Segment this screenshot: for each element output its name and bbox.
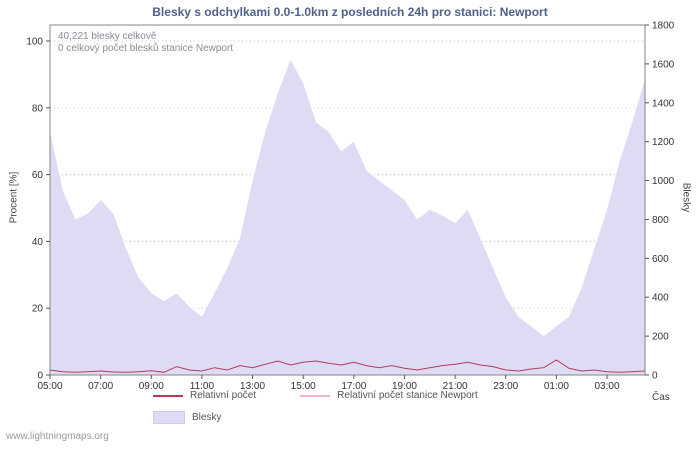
watermark: www.lightningmaps.org bbox=[6, 431, 109, 442]
svg-text:800: 800 bbox=[652, 215, 669, 226]
svg-text:07:00: 07:00 bbox=[88, 381, 113, 392]
svg-text:19:00: 19:00 bbox=[392, 381, 417, 392]
svg-text:0: 0 bbox=[652, 371, 658, 382]
svg-text:09:00: 09:00 bbox=[139, 381, 164, 392]
svg-text:1600: 1600 bbox=[652, 59, 675, 70]
svg-text:05:00: 05:00 bbox=[37, 381, 62, 392]
legend-row-lines: Relativní počet Relativní počet stanice … bbox=[153, 390, 522, 401]
svg-text:13:00: 13:00 bbox=[240, 381, 265, 392]
annotation-station-total: 0 celkový počet blesků stanice Newport bbox=[58, 43, 234, 54]
legend-item-relative-count-station: Relativní počet stanice Newport bbox=[300, 390, 478, 401]
legend-item-relative-count: Relativní počet bbox=[153, 390, 256, 401]
svg-text:400: 400 bbox=[652, 293, 669, 304]
svg-text:60: 60 bbox=[32, 170, 44, 181]
legend-item-strikes: Blesky bbox=[153, 411, 221, 424]
svg-text:80: 80 bbox=[32, 103, 44, 114]
svg-text:17:00: 17:00 bbox=[341, 381, 366, 392]
svg-text:20: 20 bbox=[32, 304, 44, 315]
svg-text:21:00: 21:00 bbox=[443, 381, 468, 392]
svg-text:01:00: 01:00 bbox=[544, 381, 569, 392]
svg-text:200: 200 bbox=[652, 332, 669, 343]
svg-text:100: 100 bbox=[26, 37, 43, 48]
legend-area-icon bbox=[153, 411, 185, 424]
svg-text:1800: 1800 bbox=[652, 21, 675, 32]
legend-item-label: Relativní počet bbox=[190, 390, 257, 401]
legend-item-label: Relativní počet stanice Newport bbox=[337, 390, 478, 401]
legend-line-icon bbox=[300, 394, 331, 397]
legend-line-icon bbox=[153, 394, 183, 397]
svg-text:600: 600 bbox=[652, 254, 669, 265]
svg-text:40: 40 bbox=[32, 237, 44, 248]
svg-text:03:00: 03:00 bbox=[595, 381, 620, 392]
annotation-total-strikes: 40,221 blesky celkově bbox=[58, 31, 157, 42]
svg-text:23:00: 23:00 bbox=[493, 381, 518, 392]
svg-text:15:00: 15:00 bbox=[291, 381, 316, 392]
left-axis-label: Procent [%] bbox=[8, 171, 20, 224]
legend: Relativní počet Relativní počet stanice … bbox=[153, 390, 522, 434]
svg-text:1000: 1000 bbox=[652, 176, 675, 187]
right-axis-label: Blesky bbox=[680, 182, 692, 213]
legend-item-label: Blesky bbox=[192, 412, 222, 423]
svg-text:1200: 1200 bbox=[652, 137, 675, 148]
x-axis-label: Čas bbox=[652, 392, 670, 403]
svg-text:0: 0 bbox=[37, 371, 43, 382]
legend-row-area: Blesky bbox=[153, 411, 522, 424]
svg-text:11:00: 11:00 bbox=[190, 381, 215, 392]
chart-title: Blesky s odchylkami 0.0-1.0km z poslední… bbox=[152, 5, 548, 19]
svg-text:1400: 1400 bbox=[652, 98, 675, 109]
